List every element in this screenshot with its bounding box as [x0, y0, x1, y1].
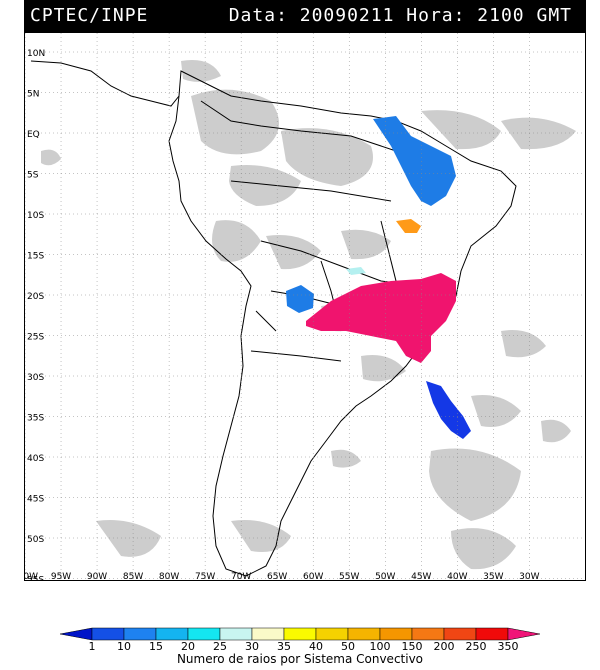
- lat-label: EQ: [27, 130, 40, 140]
- source-label: CPTEC/INPE: [30, 5, 149, 26]
- legend-swatch: [219, 627, 253, 641]
- lat-label: 55S: [27, 576, 44, 582]
- continent-outline: [168, 70, 517, 577]
- legend-tick-label: 15: [149, 640, 163, 653]
- lon-label: 90W: [87, 572, 107, 581]
- cloud-cover: [41, 60, 576, 570]
- cluster-magenta: [306, 273, 456, 363]
- cluster-orange: [396, 219, 421, 233]
- legend-swatch: [187, 627, 221, 641]
- legend-swatch: [315, 627, 349, 641]
- central-america-outline: [30, 60, 180, 107]
- legend-swatch: [123, 627, 157, 641]
- lat-label: 5S: [27, 171, 39, 181]
- lon-label: 80W: [159, 572, 179, 581]
- lon-label: 35W: [483, 572, 503, 581]
- legend-swatch: [475, 627, 509, 641]
- lat-label: 25S: [27, 333, 44, 343]
- legend-tick-label: 40: [309, 640, 323, 653]
- legend-tick-label: 10: [117, 640, 131, 653]
- lat-lon-grid: [25, 33, 585, 580]
- legend-swatch: [59, 627, 93, 641]
- legend-tick-label: 250: [466, 640, 487, 653]
- lon-label: 30W: [519, 572, 539, 581]
- lon-labels: 100W 95W 90W 85W 80W 75W 70W 65W 60W 55W 50W 45W 40W…: [25, 572, 540, 581]
- map-header: CPTEC/INPE Data: 20090211 Hora: 2100 GMT: [24, 0, 586, 32]
- lat-label: 10S: [27, 211, 44, 221]
- legend-colorbar: 1 10 15 20 25 30 35 40 50 100 150 200 250 350: [59, 627, 541, 653]
- legend-swatch: [379, 627, 413, 641]
- legend-swatch: [347, 627, 381, 641]
- cluster-blue-north: [373, 116, 456, 206]
- legend-tick-label: 35: [277, 640, 291, 653]
- lat-label: 35S: [27, 414, 44, 424]
- lat-label: 40S: [27, 454, 44, 464]
- lightning-clusters: [286, 116, 471, 439]
- lat-labels: 10N 5N EQ 5S 10S 15S 20S 25S 30S 35S 40S 45S 50S 55S: [27, 49, 45, 582]
- lat-label: 30S: [27, 373, 44, 383]
- legend-tick-label: 100: [370, 640, 391, 653]
- cluster-cyan: [346, 267, 366, 275]
- legend-tick-label: 25: [213, 640, 227, 653]
- legend-swatch: [91, 627, 125, 641]
- lon-label: 100W: [25, 572, 38, 581]
- legend-swatch: [411, 627, 445, 641]
- legend-tick-label: 150: [402, 640, 423, 653]
- lon-label: 70W: [231, 572, 251, 581]
- lon-label: 75W: [195, 572, 215, 581]
- legend-swatch: [507, 627, 541, 641]
- lon-label: 85W: [123, 572, 143, 581]
- lat-label: 20S: [27, 292, 44, 302]
- legend-caption: Numero de raios por Sistema Convectivo: [176, 652, 424, 666]
- lat-label: 45S: [27, 495, 44, 505]
- lon-label: 60W: [303, 572, 323, 581]
- map-frame: 10N 5N EQ 5S 10S 15S 20S 25S 30S 35S 40S 45S 50S 55S …: [24, 32, 586, 581]
- cluster-blue-south: [426, 381, 471, 439]
- lat-label: 50S: [27, 535, 44, 545]
- lat-label: 5N: [27, 90, 39, 100]
- lon-label: 50W: [375, 572, 395, 581]
- legend-tick-label: 20: [181, 640, 195, 653]
- legend-swatch: [251, 627, 285, 641]
- lat-label: 10N: [27, 49, 45, 59]
- legend-swatch: [443, 627, 477, 641]
- lat-label: 15S: [27, 252, 44, 262]
- legend-tick-label: 50: [341, 640, 355, 653]
- datetime-label: Data: 20090211 Hora: 2100 GMT: [228, 5, 572, 26]
- cluster-blue-west: [286, 285, 314, 313]
- legend-swatch: [283, 627, 317, 641]
- lon-label: 65W: [267, 572, 287, 581]
- lon-label: 45W: [411, 572, 431, 581]
- legend-tick-label: 30: [245, 640, 259, 653]
- legend-tick-label: 350: [498, 640, 519, 653]
- legend-tick-label: 200: [434, 640, 455, 653]
- lon-label: 40W: [447, 572, 467, 581]
- legend-swatch: [155, 627, 189, 641]
- map-canvas: 10N5NEQ5S10S15S20S25S30S35S40S45S50S55S …: [25, 33, 585, 582]
- legend-tick-label: 1: [89, 640, 96, 653]
- lon-label: 95W: [51, 572, 71, 581]
- lon-label: 55W: [339, 572, 359, 581]
